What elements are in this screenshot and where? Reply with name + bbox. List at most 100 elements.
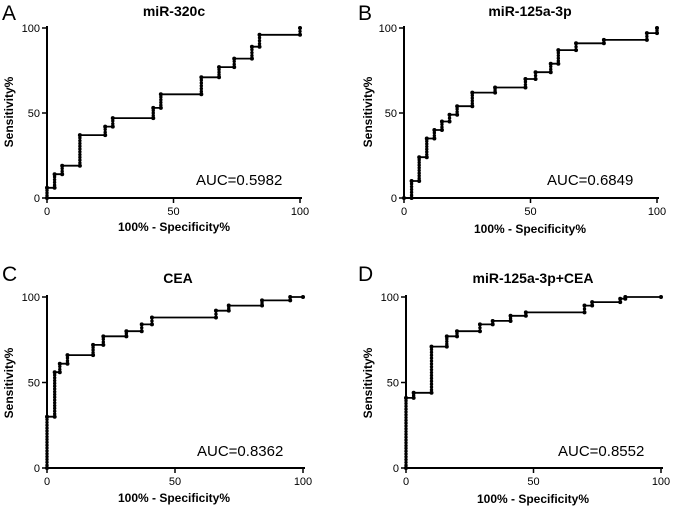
roc-point xyxy=(618,296,623,301)
roc-point xyxy=(404,443,408,448)
chart-title: miR-125a-3p xyxy=(488,3,571,19)
roc-point xyxy=(493,85,498,90)
roc-point xyxy=(151,111,155,115)
roc-point xyxy=(424,136,429,141)
roc-point xyxy=(103,130,107,134)
roc-point xyxy=(45,437,49,442)
roc-point xyxy=(644,37,649,42)
roc-point xyxy=(477,322,482,327)
roc-point xyxy=(257,36,262,40)
roc-point xyxy=(404,395,408,400)
roc-point xyxy=(455,104,460,109)
roc-point xyxy=(432,128,437,132)
roc-point xyxy=(590,303,595,308)
plot-area: 0 50 100 0 50 100 xyxy=(379,23,667,218)
roc-point xyxy=(655,26,659,30)
roc-point xyxy=(404,415,408,420)
roc-point xyxy=(257,44,262,49)
roc-point xyxy=(58,364,62,369)
roc-point xyxy=(440,122,444,127)
roc-point xyxy=(508,318,513,323)
roc-point xyxy=(404,424,408,428)
roc-point xyxy=(404,432,408,437)
roc-point xyxy=(65,356,70,360)
roc-point xyxy=(523,310,528,315)
roc-point xyxy=(249,44,254,49)
roc-point xyxy=(404,435,408,439)
roc-point xyxy=(199,81,204,85)
roc-point xyxy=(655,31,659,36)
roc-point xyxy=(52,389,57,394)
roc-point xyxy=(217,75,222,80)
x-tick-label: 0 xyxy=(44,206,50,218)
roc-point xyxy=(101,334,106,339)
roc-point xyxy=(493,90,498,95)
roc-point xyxy=(139,329,144,334)
roc-point xyxy=(455,107,459,111)
panel-letter: A xyxy=(2,2,16,25)
roc-point xyxy=(52,381,57,386)
roc-point xyxy=(45,443,49,447)
roc-point xyxy=(78,155,82,160)
roc-point xyxy=(574,45,578,49)
roc-point xyxy=(523,313,528,318)
roc-point xyxy=(429,356,434,360)
roc-point xyxy=(404,407,408,411)
roc-point xyxy=(159,103,163,107)
roc-point xyxy=(45,429,49,433)
roc-point xyxy=(45,423,49,427)
roc-point xyxy=(556,48,561,53)
roc-point xyxy=(45,454,49,459)
roc-point xyxy=(149,322,154,327)
roc-point xyxy=(45,457,49,462)
roc-point xyxy=(45,196,49,200)
roc-point xyxy=(409,193,414,197)
roc-point xyxy=(424,155,429,160)
roc-point xyxy=(429,385,434,389)
roc-point xyxy=(232,59,236,64)
roc-point xyxy=(91,353,96,358)
roc-point xyxy=(429,382,434,386)
roc-point xyxy=(78,150,82,154)
roc-point xyxy=(45,185,49,190)
roc-point xyxy=(149,315,154,320)
roc-point xyxy=(298,29,302,34)
y-tick-label: 100 xyxy=(381,292,399,304)
roc-point xyxy=(111,119,115,123)
chart-title: miR-125a-3p+CEA xyxy=(473,270,594,286)
roc-point xyxy=(52,412,57,416)
roc-point xyxy=(409,187,414,192)
roc-point xyxy=(110,116,115,121)
roc-point xyxy=(411,390,416,395)
panel-letter: C xyxy=(2,263,17,286)
roc-point xyxy=(429,373,434,378)
roc-point xyxy=(523,77,528,81)
roc-point xyxy=(404,441,408,445)
roc-point xyxy=(429,344,434,349)
roc-point xyxy=(45,466,49,470)
roc-point xyxy=(232,65,237,70)
auc-annotation: AUC=0.6849 xyxy=(547,172,633,189)
roc-point xyxy=(404,452,408,456)
auc-annotation: AUC=0.5982 xyxy=(196,172,282,189)
roc-point xyxy=(232,62,236,66)
roc-point xyxy=(101,342,106,347)
panel-d: D miR-125a-3p+CEA Sensitivity% 100% - Sp… xyxy=(358,263,670,506)
roc-point xyxy=(52,373,57,377)
y-tick-label: 0 xyxy=(34,463,40,475)
roc-point xyxy=(139,322,144,327)
x-tick-label: 100 xyxy=(652,476,670,488)
roc-point xyxy=(478,326,482,330)
roc-point xyxy=(523,80,528,84)
roc-point xyxy=(582,303,587,308)
roc-point xyxy=(490,322,495,327)
roc-point xyxy=(52,409,57,413)
roc-point xyxy=(556,56,561,60)
roc-point xyxy=(574,48,579,53)
roc-point xyxy=(45,449,49,453)
panel-b: B miR-125a-3p Sensitivity% 100% - Specif… xyxy=(358,2,666,236)
roc-point xyxy=(404,438,408,442)
roc-point xyxy=(455,112,460,117)
roc-point xyxy=(429,347,434,352)
roc-point xyxy=(111,122,115,126)
